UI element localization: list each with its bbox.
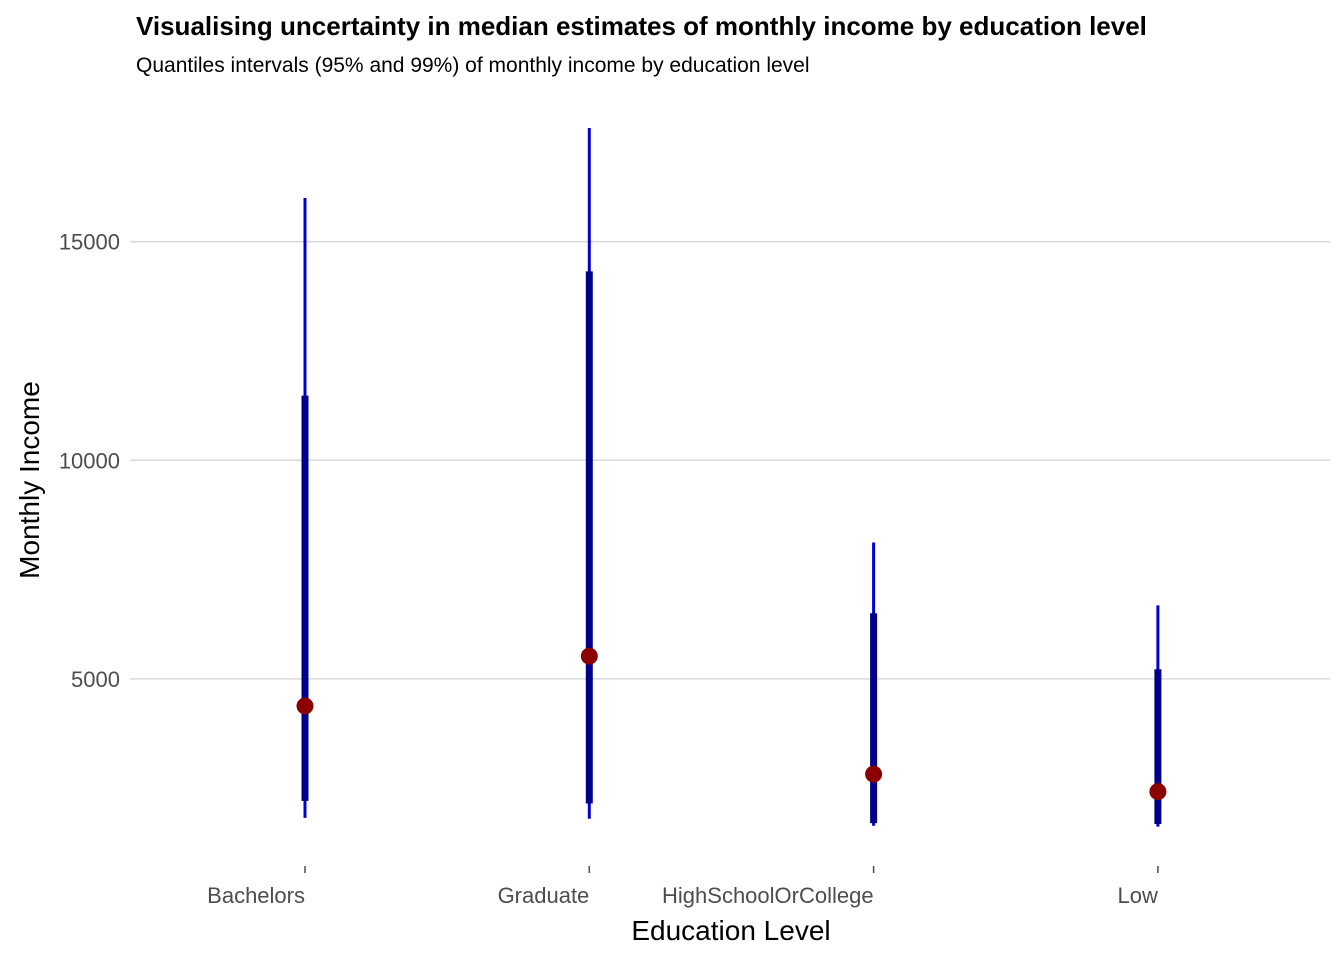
median-point-HighSchoolOrCollege [865, 765, 883, 783]
x-tick-label: Bachelors [207, 883, 305, 908]
median-point-Low [1149, 783, 1167, 801]
gridlines [130, 240, 1330, 680]
median-points [296, 647, 1167, 801]
x-ticks: Bachelors Graduate HighSchoolOrCollege Low [207, 866, 1159, 908]
median-point-Bachelors [296, 697, 314, 715]
median-point-Graduate [580, 647, 598, 665]
x-tick-label: Graduate [498, 883, 590, 908]
y-tick-label: 10000 [59, 448, 120, 473]
chart-subtitle: Quantiles intervals (95% and 99%) of mon… [136, 54, 810, 77]
x-tick-label: Low [1118, 883, 1158, 908]
y-tick-label: 15000 [59, 230, 120, 255]
y-tick-labels: 5000 10000 15000 [59, 230, 120, 692]
chart-title: Visualising uncertainty in median estima… [136, 11, 1147, 41]
intervals [301, 128, 1162, 827]
x-axis-title: Education Level [631, 915, 830, 946]
x-tick-label: HighSchoolOrCollege [662, 883, 874, 908]
y-tick-label: 5000 [71, 667, 120, 692]
y-axis-title: Monthly Income [14, 381, 45, 579]
